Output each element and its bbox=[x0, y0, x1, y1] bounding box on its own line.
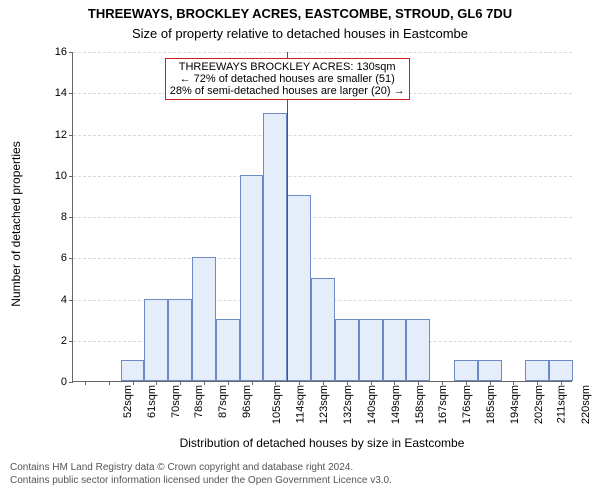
histogram-bar bbox=[121, 360, 145, 381]
x-tick-label: 70sqm bbox=[170, 385, 182, 418]
histogram-bar bbox=[192, 257, 216, 381]
y-tick-label: 6 bbox=[61, 252, 73, 264]
histogram-bar bbox=[168, 299, 192, 382]
x-tick-label: 194sqm bbox=[509, 385, 521, 424]
x-tick-label: 158sqm bbox=[414, 385, 426, 424]
x-tick-label: 176sqm bbox=[461, 385, 473, 424]
y-tick-label: 16 bbox=[55, 46, 73, 58]
x-tick-label: 149sqm bbox=[390, 385, 402, 424]
annotation-box: THREEWAYS BROCKLEY ACRES: 130sqm← 72% of… bbox=[165, 58, 410, 100]
reference-line bbox=[287, 52, 288, 382]
histogram-bar bbox=[525, 360, 549, 381]
x-tick-label: 78sqm bbox=[193, 385, 205, 418]
y-tick-label: 2 bbox=[61, 335, 73, 347]
histogram-bar bbox=[216, 319, 240, 381]
y-tick-label: 0 bbox=[61, 376, 73, 388]
histogram-bar bbox=[240, 175, 264, 381]
grid-line bbox=[73, 176, 572, 177]
histogram-bar bbox=[311, 278, 335, 381]
property-size-chart: THREEWAYS, BROCKLEY ACRES, EASTCOMBE, ST… bbox=[0, 0, 600, 500]
y-tick-label: 14 bbox=[55, 87, 73, 99]
grid-line bbox=[73, 217, 572, 218]
license-footer: Contains HM Land Registry data © Crown c… bbox=[10, 462, 392, 487]
footer-line-2: Contains public sector information licen… bbox=[10, 475, 392, 488]
histogram-bar bbox=[359, 319, 383, 381]
x-tick-label: 185sqm bbox=[485, 385, 497, 424]
histogram-bar bbox=[454, 360, 478, 381]
x-tick-label: 123sqm bbox=[319, 385, 331, 424]
grid-line bbox=[73, 135, 572, 136]
y-tick-label: 4 bbox=[61, 294, 73, 306]
footer-line-1: Contains HM Land Registry data © Crown c… bbox=[10, 462, 392, 475]
plot-area: 024681012141652sqm61sqm70sqm78sqm87sqm96… bbox=[72, 52, 572, 382]
annotation-line: 28% of semi-detached houses are larger (… bbox=[170, 85, 405, 97]
x-tick-label: 132sqm bbox=[342, 385, 354, 424]
x-tick-label: 61sqm bbox=[146, 385, 158, 418]
chart-title: THREEWAYS, BROCKLEY ACRES, EASTCOMBE, ST… bbox=[0, 6, 600, 21]
x-tick-label: 211sqm bbox=[556, 385, 568, 423]
y-tick-label: 12 bbox=[55, 129, 73, 141]
grid-line bbox=[73, 52, 572, 53]
grid-line bbox=[73, 258, 572, 259]
histogram-bar bbox=[406, 319, 430, 381]
histogram-bar bbox=[478, 360, 502, 381]
histogram-bar bbox=[287, 195, 311, 381]
histogram-bar bbox=[335, 319, 359, 381]
x-tick-label: 220sqm bbox=[580, 385, 592, 424]
x-axis-label: Distribution of detached houses by size … bbox=[72, 436, 572, 450]
x-tick-label: 52sqm bbox=[122, 385, 134, 418]
x-tick-label: 96sqm bbox=[241, 385, 253, 418]
x-tick-label: 140sqm bbox=[366, 385, 378, 424]
y-axis-label: Number of detached properties bbox=[9, 59, 23, 389]
x-tick-label: 87sqm bbox=[217, 385, 229, 418]
x-tick-label: 105sqm bbox=[271, 385, 283, 424]
x-tick-label: 202sqm bbox=[533, 385, 545, 424]
annotation-line: ← 72% of detached houses are smaller (51… bbox=[170, 73, 405, 85]
histogram-bar bbox=[263, 113, 287, 381]
x-tick-label: 114sqm bbox=[294, 385, 306, 423]
histogram-bar bbox=[549, 360, 573, 381]
annotation-line: THREEWAYS BROCKLEY ACRES: 130sqm bbox=[170, 61, 405, 73]
histogram-bar bbox=[144, 299, 168, 382]
x-tick-label: 167sqm bbox=[438, 385, 450, 424]
y-tick-label: 10 bbox=[55, 170, 73, 182]
histogram-bar bbox=[383, 319, 407, 381]
y-tick-label: 8 bbox=[61, 211, 73, 223]
chart-subtitle: Size of property relative to detached ho… bbox=[0, 26, 600, 41]
